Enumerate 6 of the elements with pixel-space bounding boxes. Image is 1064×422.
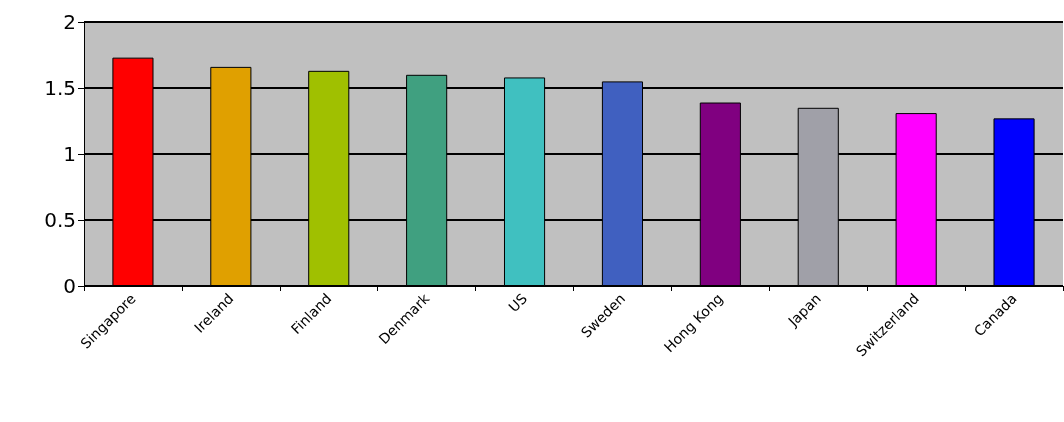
x-tick-label: US xyxy=(505,290,531,316)
y-tick-label: 1 xyxy=(63,142,76,166)
y-tick-label: 0 xyxy=(63,274,76,298)
y-tick-label: 2 xyxy=(63,10,76,34)
y-tick-label: 1.5 xyxy=(44,76,76,100)
y-tick-label: 0.5 xyxy=(44,208,76,232)
